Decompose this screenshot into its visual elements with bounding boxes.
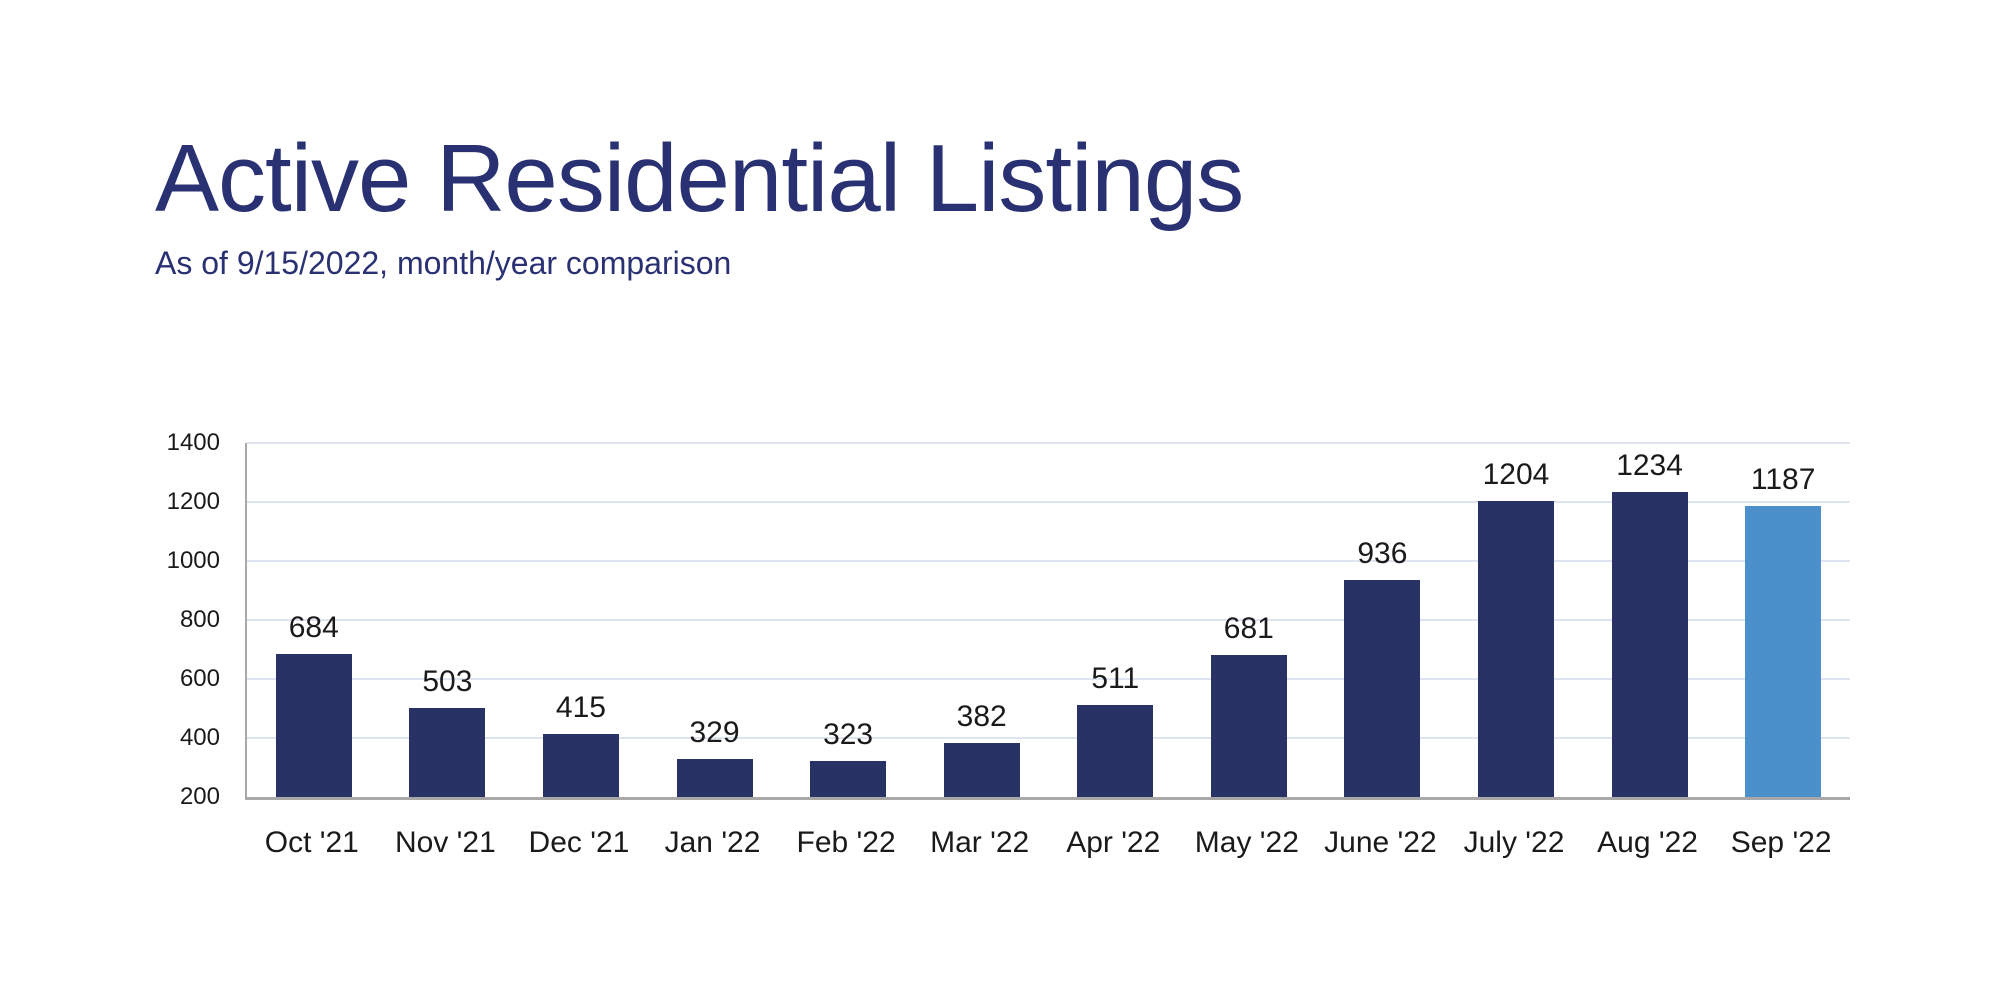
gridline bbox=[247, 501, 1850, 503]
y-tick-label: 1200 bbox=[166, 488, 220, 515]
page-subtitle: As of 9/15/2022, month/year comparison bbox=[155, 245, 732, 281]
bar-value-label: 1204 bbox=[1482, 457, 1550, 491]
bar-column: 1204 bbox=[1449, 443, 1583, 797]
bar-value-label: 382 bbox=[956, 700, 1007, 734]
bar bbox=[275, 654, 352, 797]
bar-value-label: 1234 bbox=[1616, 448, 1683, 482]
bar-value-label: 511 bbox=[1091, 662, 1140, 696]
bar bbox=[810, 760, 887, 797]
y-tick-label: 800 bbox=[179, 606, 220, 633]
bar bbox=[1210, 655, 1287, 797]
bar bbox=[542, 733, 619, 797]
y-tick-label: 200 bbox=[179, 783, 220, 810]
bar-value-label: 681 bbox=[1223, 612, 1274, 646]
bar bbox=[1611, 491, 1688, 797]
bar bbox=[1077, 705, 1154, 797]
gridline bbox=[247, 678, 1850, 680]
bar-value-label: 415 bbox=[555, 690, 606, 724]
bar bbox=[1344, 579, 1421, 797]
bar-value-label: 1187 bbox=[1750, 462, 1816, 496]
x-axis-label: Mar '22 bbox=[930, 826, 1030, 859]
x-axis-label: Jan '22 bbox=[664, 826, 761, 859]
bar-column: 1234 bbox=[1583, 443, 1717, 797]
x-axis-label: July '22 bbox=[1463, 826, 1565, 859]
bar bbox=[1745, 505, 1822, 797]
x-axis-label: Feb '22 bbox=[796, 826, 896, 859]
bar-column: 684 bbox=[247, 443, 381, 797]
gridline bbox=[247, 442, 1850, 444]
y-tick-label: 400 bbox=[179, 724, 220, 751]
y-axis: 200 400 600 800 1000 1200 1400 bbox=[140, 431, 220, 809]
x-axis-label: Oct '21 bbox=[264, 826, 359, 859]
bar-column: 415 bbox=[514, 443, 648, 797]
bar-value-label: 684 bbox=[288, 611, 339, 645]
bar bbox=[409, 707, 486, 797]
x-axis: Oct '21 Nov '21 Dec '21 Jan '22 Feb '22 Mar '… bbox=[245, 826, 1848, 860]
bar-column: 382 bbox=[915, 443, 1049, 797]
bar bbox=[1477, 500, 1554, 797]
bar-value-label: 503 bbox=[422, 664, 473, 698]
bar-column: 503 bbox=[381, 443, 515, 797]
bars-row: 684 503 415 329 323 382 511 681 936 1204 1234 1187 bbox=[247, 443, 1850, 797]
x-axis-label: Dec '21 bbox=[528, 826, 630, 859]
x-axis-label: Nov '21 bbox=[394, 826, 496, 859]
bar-column: 511 bbox=[1048, 443, 1182, 797]
plot-area: 684 503 415 329 323 382 511 681 936 1204 1234 1187 bbox=[245, 442, 1850, 800]
gridline bbox=[247, 737, 1850, 739]
bar-value-label: 323 bbox=[823, 717, 874, 751]
bar-column: 329 bbox=[648, 443, 782, 797]
bar-column: 936 bbox=[1316, 443, 1450, 797]
x-axis-label: May '22 bbox=[1194, 826, 1299, 859]
bar-column: 681 bbox=[1182, 443, 1316, 797]
bar-value-label: 329 bbox=[689, 715, 740, 749]
bar bbox=[943, 743, 1020, 797]
chart-header: Active Residential Listings As of 9/15/2… bbox=[155, 125, 1244, 282]
y-tick-label: 600 bbox=[179, 665, 220, 692]
gridline bbox=[247, 560, 1850, 562]
y-tick-label: 1400 bbox=[166, 429, 220, 456]
x-axis-label: Aug '22 bbox=[1597, 826, 1698, 859]
page-title: Active Residential Listings bbox=[155, 125, 1244, 232]
bar bbox=[676, 758, 753, 797]
x-axis-label: Sep '22 bbox=[1730, 826, 1832, 859]
x-axis-label: June '22 bbox=[1324, 826, 1437, 859]
bar-value-label: 936 bbox=[1357, 536, 1408, 570]
y-tick-label: 1000 bbox=[166, 547, 220, 574]
gridline bbox=[247, 619, 1850, 621]
bar-column: 1187 bbox=[1716, 443, 1850, 797]
bar-column: 323 bbox=[781, 443, 915, 797]
x-axis-label: Apr '22 bbox=[1066, 826, 1161, 859]
